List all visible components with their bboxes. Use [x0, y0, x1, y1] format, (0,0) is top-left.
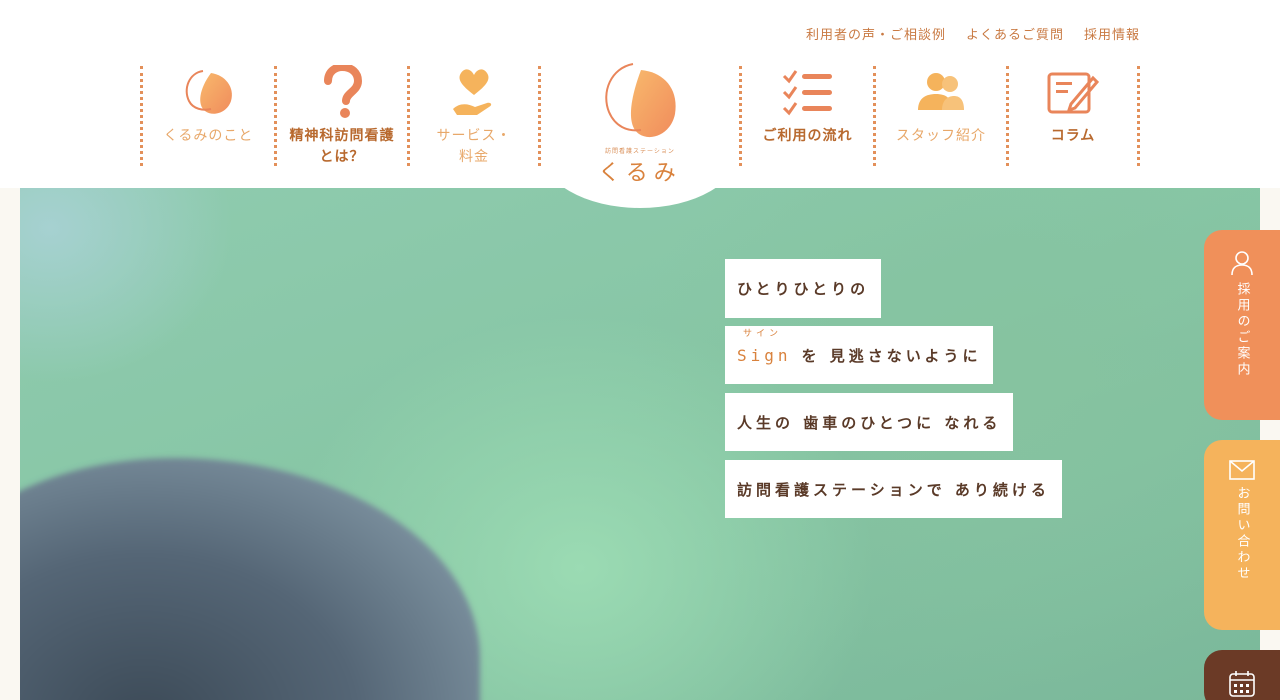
site-logo[interactable]: 訪問看護ステーション くるみ — [590, 58, 690, 188]
nav-divider — [407, 66, 410, 166]
nav-label: くるみのこと — [163, 128, 254, 144]
person-icon — [1231, 251, 1253, 276]
nav-item-flow[interactable]: ご利用の流れ — [742, 64, 873, 168]
hero-image — [20, 188, 1260, 700]
column-edit-icon — [1043, 64, 1103, 120]
question-icon — [312, 64, 372, 120]
nav-label: スタッフ紹介 — [896, 128, 986, 144]
nav-divider — [873, 66, 876, 166]
nav-item-about[interactable]: くるみのこと — [143, 64, 274, 168]
sign-ruby: サイン — [743, 328, 783, 339]
drop-logo-icon — [179, 64, 239, 120]
nav-item-column[interactable]: コラム — [1009, 64, 1137, 168]
side-tab-recruit[interactable]: 採用のご案内 — [1204, 230, 1280, 420]
nav-divider — [739, 66, 742, 166]
heart-hand-icon — [444, 64, 504, 120]
global-nav: くるみのこと 精神科訪問看護 とは？ — [0, 64, 1280, 168]
nav-divider — [140, 66, 143, 166]
hero-line-text: を 見逃さないように — [801, 346, 982, 365]
sign-text: Sign — [737, 345, 792, 365]
nav-item-staff[interactable]: スタッフ紹介 — [876, 64, 1006, 168]
logo-subtitle: 訪問看護ステーション — [605, 148, 675, 155]
sign-word: サイン Sign — [737, 329, 792, 365]
nav-divider — [1006, 66, 1009, 166]
nav-item-psychiatric-nursing[interactable]: 精神科訪問看護 とは？ — [277, 64, 407, 168]
hero-line-text: ひとりひとりの — [737, 280, 870, 298]
side-tab-contact[interactable]: お問い合わせ — [1204, 440, 1280, 630]
top-link-voices[interactable]: 利用者の声・ご相談例 — [805, 28, 946, 43]
nav-label: サービス・ 料金 — [436, 128, 512, 165]
hero-line-text: 訪問看護ステーションで あり続ける — [737, 480, 1050, 499]
side-tab-calendar[interactable] — [1204, 650, 1280, 700]
staff-icon — [911, 64, 971, 120]
top-links: 利用者の声・ご相談例 よくあるご質問 採用情報 — [806, 24, 1140, 43]
top-link-recruit[interactable]: 採用情報 — [1083, 28, 1140, 43]
side-tab-label: 採用のご案内 — [1234, 282, 1250, 378]
nav-label: コラム — [1050, 128, 1096, 144]
kurumi-logo-icon — [605, 63, 676, 138]
hero-catch-line-4: 訪問看護ステーションで あり続ける — [725, 460, 1062, 518]
nav-item-service-fee[interactable]: サービス・ 料金 — [410, 64, 538, 168]
mail-icon — [1229, 460, 1255, 480]
hero-catch-line-3: 人生の 歯車のひとつに なれる — [725, 393, 1014, 451]
top-link-faq[interactable]: よくあるご質問 — [965, 28, 1064, 43]
site-header: 利用者の声・ご相談例 よくあるご質問 採用情報 — [0, 0, 1280, 188]
hero-person-hair — [20, 458, 480, 700]
nav-label: ご利用の流れ — [762, 128, 853, 144]
hero-catch-line-1: ひとりひとりの — [725, 259, 882, 318]
nav-divider — [1137, 66, 1140, 166]
checklist-icon — [778, 64, 838, 120]
logo-name: くるみ — [598, 161, 682, 186]
hero-catch-line-2: サイン Sign を 見逃さないように — [725, 326, 994, 384]
hero-line-text: 人生の 歯車のひとつに なれる — [737, 413, 1002, 432]
side-tab-label: お問い合わせ — [1234, 486, 1250, 582]
nav-divider — [538, 66, 541, 166]
calendar-icon — [1229, 671, 1255, 697]
nav-divider — [274, 66, 277, 166]
nav-label: 精神科訪問看護 とは？ — [289, 128, 395, 165]
